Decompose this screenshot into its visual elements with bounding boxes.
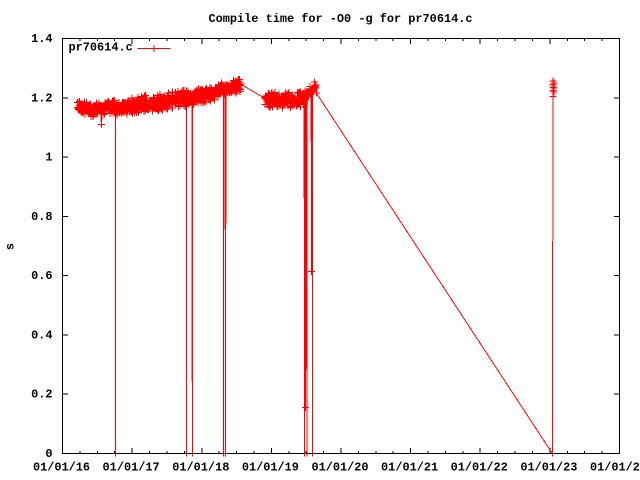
svg-text:s: s [4,243,18,250]
svg-text:01/01/21: 01/01/21 [381,461,438,475]
svg-text:01/01/22: 01/01/22 [451,461,508,475]
svg-text:0.6: 0.6 [31,269,52,283]
svg-text:01/01/16: 01/01/16 [33,461,90,475]
svg-text:01/01/18: 01/01/18 [172,461,229,475]
svg-text:0.4: 0.4 [31,328,52,342]
svg-text:01/01/24: 01/01/24 [590,461,640,475]
svg-text:01/01/20: 01/01/20 [311,461,368,475]
svg-text:0.8: 0.8 [31,210,52,224]
svg-text:01/01/19: 01/01/19 [242,461,299,475]
svg-text:1.4: 1.4 [31,32,52,46]
svg-text:1.2: 1.2 [31,91,52,105]
svg-text:Compile time for -O0 -g for pr: Compile time for -O0 -g for pr70614.c [208,12,472,26]
svg-text:01/01/23: 01/01/23 [520,461,577,475]
svg-text:1: 1 [45,151,52,165]
svg-text:0.2: 0.2 [31,388,52,402]
svg-text:01/01/17: 01/01/17 [103,461,160,475]
svg-text:0: 0 [45,447,52,461]
svg-text:pr70614.c: pr70614.c [69,41,133,55]
